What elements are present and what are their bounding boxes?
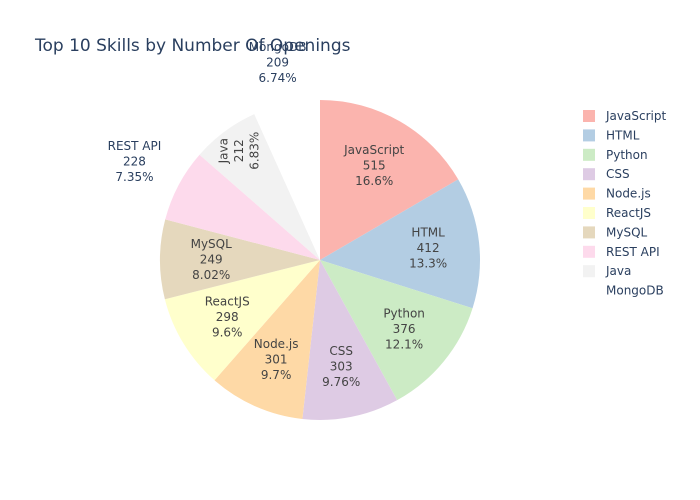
legend-label-mongodb[interactable]: MongoDB [606,284,664,298]
slice-python[interactable] [320,260,473,401]
legend-swatch-css[interactable] [583,168,595,181]
slice-value: 412 [417,241,440,255]
slice-value: 249 [200,253,223,267]
slice-percent: 9.6% [212,325,243,339]
slice-label-java: Java 212 6.83% [217,132,262,170]
legend: JavaScript HTML Python CSS Node.js ReactJS MyS… [583,109,666,298]
legend-label-css[interactable]: CSS [606,167,630,181]
slice-mysql[interactable] [159,219,320,300]
slice-percent: 8.02% [192,268,230,282]
slice-labels: JavaScript 515 16.6% HTML 412 13.3% Python 376 1… [108,40,448,389]
slice-html[interactable] [320,179,480,309]
legend-label-javascript[interactable]: JavaScript [605,109,666,123]
slice-node-js[interactable] [214,260,320,420]
slice-value: 298 [216,310,239,324]
slice-name: Node.js [254,337,299,351]
legend-swatch-reactjs[interactable] [583,207,595,219]
chart-title: Top 10 Skills by Number Of Openings [34,36,351,56]
slice-value: 303 [330,360,353,374]
slice-percent: 13.3% [409,256,447,270]
slice-label-css: CSS 303 9.76% [322,344,360,389]
slice-rest-api[interactable] [165,154,320,260]
slice-name: MySQL [191,237,233,251]
slice-value: 212 [232,139,246,162]
legend-swatch-javascript[interactable] [583,110,595,122]
slice-name: MongoDB [249,40,307,54]
legend-label-reactjs[interactable]: ReactJS [606,206,651,220]
slice-label-reactjs: ReactJS 298 9.6% [205,294,250,339]
slice-java[interactable] [199,114,320,261]
legend-swatch-rest-api[interactable] [583,245,595,258]
slice-name: JavaScript [343,143,404,157]
slice-label-rest-api: REST API 228 7.35% [108,139,162,184]
slice-value: 376 [393,322,416,336]
slice-percent: 12.1% [385,337,423,351]
legend-label-java[interactable]: Java [605,264,631,278]
slice-percent: 16.6% [355,174,393,188]
slice-percent: 6.83% [248,132,262,170]
slice-label-python: Python 376 12.1% [383,306,425,351]
slice-mongodb[interactable] [254,100,320,260]
legend-swatch-html[interactable] [583,129,595,142]
slice-label-node-js: Node.js 301 9.7% [254,337,299,382]
legend-swatch-python[interactable] [583,148,595,161]
legend-label-python[interactable]: Python [606,148,648,162]
slice-label-javascript: JavaScript 515 16.6% [343,143,404,188]
pie-slices [159,100,480,420]
legend-swatch-java[interactable] [583,265,595,278]
legend-swatch-node-js[interactable] [583,187,595,200]
slice-percent: 6.74% [259,71,297,85]
legend-label-rest-api[interactable]: REST API [606,245,660,259]
slice-reactjs[interactable] [164,260,320,381]
legend-label-node-js[interactable]: Node.js [606,187,651,201]
slice-name: HTML [411,225,445,239]
slice-value: 209 [266,56,289,70]
legend-label-mysql[interactable]: MySQL [606,225,648,239]
slice-name: ReactJS [205,294,250,308]
slice-percent: 9.76% [322,375,360,389]
slice-javascript[interactable] [320,100,459,260]
slice-name: REST API [108,139,162,153]
legend-swatch-mysql[interactable] [583,226,595,239]
slice-name: Java [217,138,231,164]
slice-name: CSS [329,344,353,358]
slice-name: Python [383,306,425,320]
slice-label-mongodb: MongoDB 209 6.74% [249,40,307,85]
slice-percent: 7.35% [115,170,153,184]
slice-value: 228 [123,155,146,169]
slice-label-html: HTML 412 13.3% [409,225,447,270]
slice-percent: 9.7% [261,368,292,382]
slice-value: 301 [265,353,288,367]
slice-css[interactable] [302,260,398,420]
slice-value: 515 [363,159,386,173]
legend-swatch-mongodb[interactable] [583,284,595,297]
legend-label-html[interactable]: HTML [606,128,640,142]
slice-label-mysql: MySQL 249 8.02% [191,237,233,282]
